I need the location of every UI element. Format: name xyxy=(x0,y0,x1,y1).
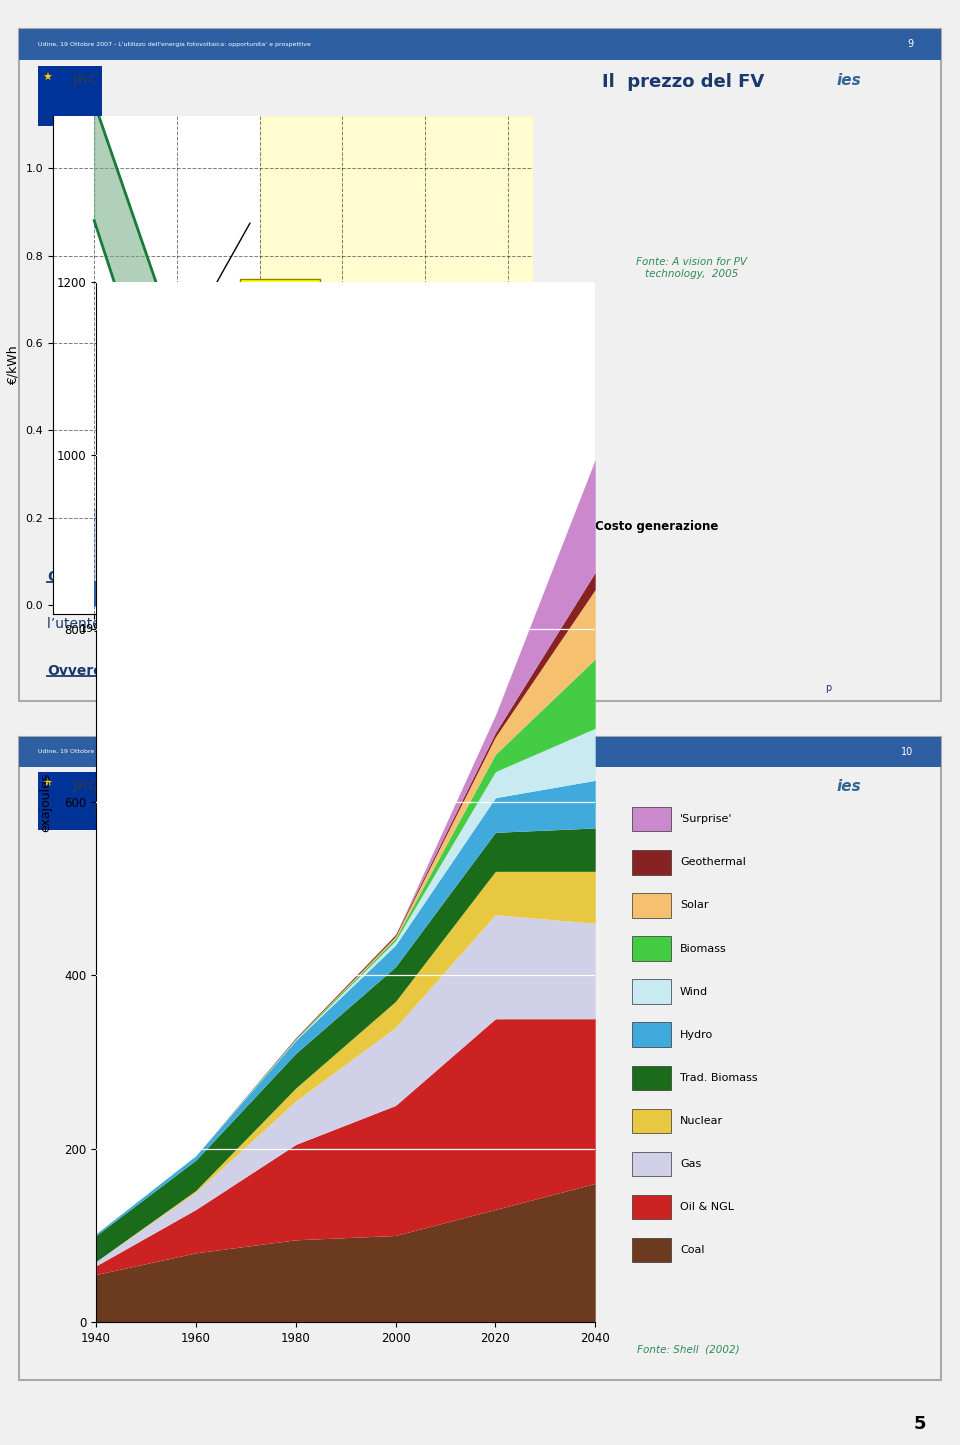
Text: ies: ies xyxy=(836,779,861,793)
Text: JRC: JRC xyxy=(73,72,99,87)
Y-axis label: exajoules: exajoules xyxy=(39,772,53,832)
Text: Udine, 19 Ottobre 2007 - L'utilizzo dell'energia fotovoltaica: opportunita' e pr: Udine, 19 Ottobre 2007 - L'utilizzo dell… xyxy=(37,750,310,754)
Text: Costo PV: Costo PV xyxy=(144,520,203,533)
FancyArrow shape xyxy=(75,513,132,539)
FancyArrow shape xyxy=(296,513,353,539)
Bar xyxy=(19,737,941,766)
Bar xyxy=(632,1108,671,1133)
Text: l’utente finale nel Sud Europa entro il 2015 (“grid parity”)....: l’utente finale nel Sud Europa entro il … xyxy=(47,617,466,631)
Text: Produzione di energia elettrica: scenario di sviluppo
sul lungo termine: Produzione di energia elettrica: scenari… xyxy=(93,785,526,818)
Bar xyxy=(37,772,102,831)
Text: Trad. Biomass: Trad. Biomass xyxy=(680,1072,757,1082)
Text: JRC: JRC xyxy=(73,779,99,793)
Text: Oil & NGL: Oil & NGL xyxy=(680,1202,734,1212)
FancyArrow shape xyxy=(526,513,584,539)
Bar xyxy=(260,116,533,614)
Bar xyxy=(632,808,671,831)
Text: 10: 10 xyxy=(900,747,913,757)
Text: Costo generazione: Costo generazione xyxy=(595,520,719,533)
Bar xyxy=(632,980,671,1004)
Text: Geothermal: Geothermal xyxy=(680,857,746,867)
Text: ies: ies xyxy=(836,72,861,88)
Text: :  prezzo FV competitivo col prezzo dell’elettricita’ per: : prezzo FV competitivo col prezzo dell’… xyxy=(128,569,504,584)
Text: Il  prezzo del FV: Il prezzo del FV xyxy=(602,72,764,91)
Text: 'Surprise': 'Surprise' xyxy=(680,814,732,824)
Bar xyxy=(632,1023,671,1046)
Bar xyxy=(37,66,102,126)
Bar xyxy=(632,1152,671,1176)
Text: p: p xyxy=(826,682,832,692)
Text: Biomass: Biomass xyxy=(680,944,727,954)
Text: Fonte: A vision for PV
technology,  2005: Fonte: A vision for PV technology, 2005 xyxy=(636,257,748,279)
Text: ★: ★ xyxy=(42,779,52,789)
Bar xyxy=(19,29,941,59)
Bar xyxy=(632,893,671,918)
Text: 5: 5 xyxy=(914,1416,926,1433)
Text: EUROPEAN COMMISSION: EUROPEAN COMMISSION xyxy=(42,116,120,121)
Text: Nuclear: Nuclear xyxy=(680,1116,723,1126)
Text: 9: 9 xyxy=(907,39,913,49)
Text: 900 kWh/y
0.60 €/kWh
1800 kWh/y
0.30 €/kWh: 900 kWh/y 0.60 €/kWh 1800 kWh/y 0.30 €/k… xyxy=(243,283,317,328)
Y-axis label: €/kWh: €/kWh xyxy=(7,345,20,384)
Text: Udine, 19 Ottobre 2007 - L'utilizzo dell'energia fotovoltaica: opportunita' e pr: Udine, 19 Ottobre 2007 - L'utilizzo dell… xyxy=(37,42,310,46)
Text: Coal: Coal xyxy=(680,1246,705,1256)
Bar xyxy=(632,1195,671,1220)
Text: Solar: Solar xyxy=(680,900,708,910)
Text: ★: ★ xyxy=(42,72,52,82)
Text: Obiettivo: Obiettivo xyxy=(47,569,119,584)
Bar xyxy=(632,1065,671,1090)
Text: Wind: Wind xyxy=(680,987,708,997)
Bar xyxy=(632,1238,671,1263)
Text: Ovvero: Ovvero xyxy=(47,663,103,678)
Text: Fonte: Shell  (2002): Fonte: Shell (2002) xyxy=(636,1344,739,1354)
Text: EUROPEAN COMMISSION: EUROPEAN COMMISSION xyxy=(42,821,120,825)
Text: : prezzo FV ~0.15 €/kWh, ovvero prezzo del sistema FV ~ 2.5 €/W: : prezzo FV ~0.15 €/kWh, ovvero prezzo d… xyxy=(105,663,564,678)
Text: Hydro: Hydro xyxy=(680,1030,713,1039)
Text: Costo utente
finale: Costo utente finale xyxy=(365,512,450,540)
Bar xyxy=(632,936,671,961)
Text: Gas: Gas xyxy=(680,1159,701,1169)
Bar xyxy=(632,850,671,874)
